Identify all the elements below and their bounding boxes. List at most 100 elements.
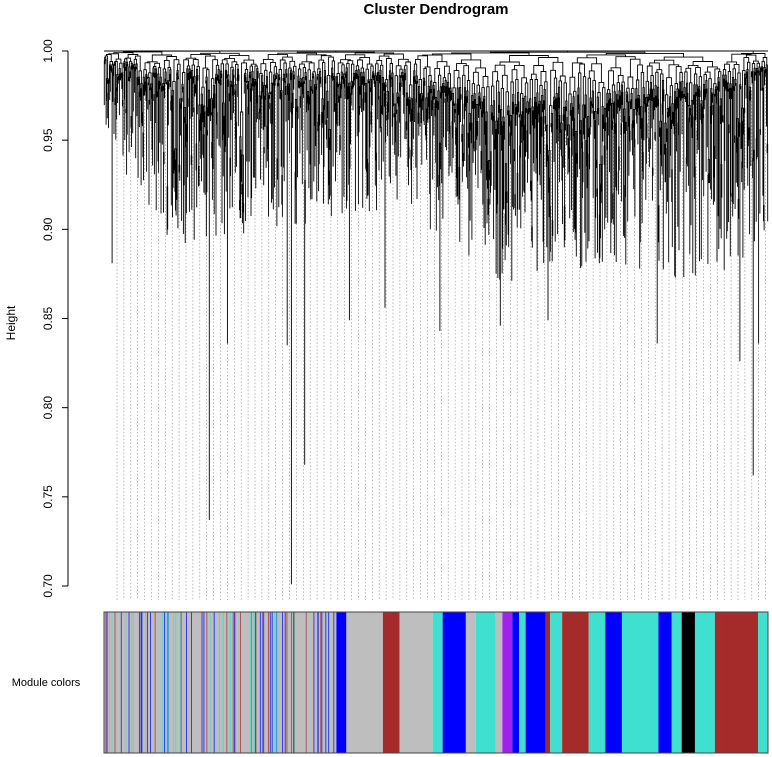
module-fleck — [275, 612, 277, 753]
module-fleck — [191, 612, 192, 753]
module-fleck — [203, 612, 205, 753]
module-fleck — [145, 612, 147, 753]
module-segment-brown-14 — [545, 612, 551, 753]
module-fleck — [213, 612, 215, 753]
module-segment-turquoise-23 — [694, 612, 715, 753]
chart-title: Cluster Dendrogram — [363, 1, 508, 18]
module-fleck — [141, 612, 143, 753]
module-fleck — [229, 612, 231, 753]
module-fleck — [114, 612, 116, 753]
module-fleck — [131, 612, 133, 753]
module-fleck — [139, 612, 140, 753]
module-fleck — [230, 612, 232, 753]
module-fleck — [168, 612, 170, 753]
module-fleck — [164, 612, 165, 753]
module-fleck — [234, 612, 236, 753]
module-fleck — [120, 612, 122, 753]
module-fleck — [109, 612, 110, 753]
module-fleck — [291, 612, 293, 753]
module-segment-brown-24 — [714, 612, 722, 753]
module-color-bar-border — [103, 611, 769, 754]
module-fleck — [167, 612, 169, 753]
dendrogram-branches — [103, 50, 769, 585]
module-fleck — [140, 612, 142, 753]
module-fleck — [333, 612, 335, 753]
module-fleck — [320, 612, 322, 753]
module-fleck — [259, 612, 261, 753]
module-fleck — [328, 612, 330, 753]
module-fleck — [271, 612, 273, 753]
module-fleck — [255, 612, 257, 753]
module-fleck — [240, 612, 241, 753]
module-fleck — [162, 612, 163, 753]
module-fleck — [263, 612, 265, 753]
y-tick-label-2: 0.80 — [41, 396, 55, 420]
module-segment-blue-13 — [525, 612, 546, 753]
module-segment-turquoise-17 — [588, 612, 606, 753]
module-fleck — [250, 612, 252, 753]
module-fleck — [180, 612, 182, 753]
module-segment-grey-4 — [399, 612, 433, 753]
module-fleck — [175, 612, 177, 753]
module-fleck — [222, 612, 224, 753]
module-fleck — [294, 612, 296, 753]
module-fleck — [282, 612, 283, 753]
module-fleck — [201, 612, 203, 753]
module-fleck — [132, 612, 134, 753]
module-fleck — [276, 612, 278, 753]
module-fleck — [147, 612, 148, 753]
module-segment-turquoise-26 — [758, 612, 768, 753]
module-segment-grey-2 — [346, 612, 383, 753]
module-segment-brown-16 — [562, 612, 589, 753]
module-fleck — [226, 612, 228, 753]
module-segment-blue-11 — [512, 612, 519, 753]
module-fleck — [173, 612, 175, 753]
module-fleck — [105, 612, 107, 753]
module-fleck — [150, 612, 151, 753]
module-fleck — [206, 612, 208, 753]
module-fleck — [254, 612, 255, 753]
leaf-guide-path — [116, 67, 766, 600]
module-segment-blue-6 — [442, 612, 466, 753]
y-axis: 0.70 0.75 0.80 0.85 0.90 0.95 1.00 — [41, 39, 69, 598]
module-fleck — [317, 612, 319, 753]
module-fleck — [219, 612, 221, 753]
module-fleck — [325, 612, 327, 753]
module-fleck — [286, 612, 288, 753]
module-color-bar — [104, 612, 768, 753]
module-segment-grey-0 — [104, 612, 337, 753]
module-fleck — [269, 612, 271, 753]
module-fleck — [111, 612, 113, 753]
module-fleck — [313, 612, 315, 753]
module-segment-turquoise-15 — [550, 612, 563, 753]
module-segment-blue-1 — [336, 612, 347, 753]
module-fleck — [321, 612, 323, 753]
module-fleck — [293, 612, 295, 753]
module-fleck — [210, 612, 212, 753]
module-fleck — [276, 612, 278, 753]
module-segment-grey-9 — [495, 612, 503, 753]
module-fleck — [284, 612, 286, 753]
module-fleck — [106, 612, 108, 753]
y-tick-label-4: 0.90 — [41, 217, 55, 241]
module-fleck — [128, 612, 130, 753]
module-segment-turquoise-19 — [621, 612, 659, 753]
module-segment-grey-7 — [465, 612, 476, 753]
module-segment-blue-18 — [605, 612, 622, 753]
module-segment-turquoise-21 — [671, 612, 682, 753]
y-axis-label: Height — [4, 305, 18, 340]
module-fleck — [305, 612, 307, 753]
y-tick-label-3: 0.85 — [41, 306, 55, 330]
module-fleck — [262, 612, 264, 753]
leaf-guide-lines — [116, 67, 766, 600]
module-colors-label: Module colors — [12, 677, 81, 689]
module-fleck — [166, 612, 168, 753]
y-tick-label-5: 0.95 — [41, 128, 55, 152]
module-fleck — [186, 612, 187, 753]
y-tick-label-1: 0.75 — [41, 485, 55, 509]
module-fleck — [250, 612, 252, 753]
module-fleck — [125, 612, 127, 753]
module-segment-turquoise-12 — [519, 612, 526, 753]
module-fleck — [232, 612, 234, 753]
